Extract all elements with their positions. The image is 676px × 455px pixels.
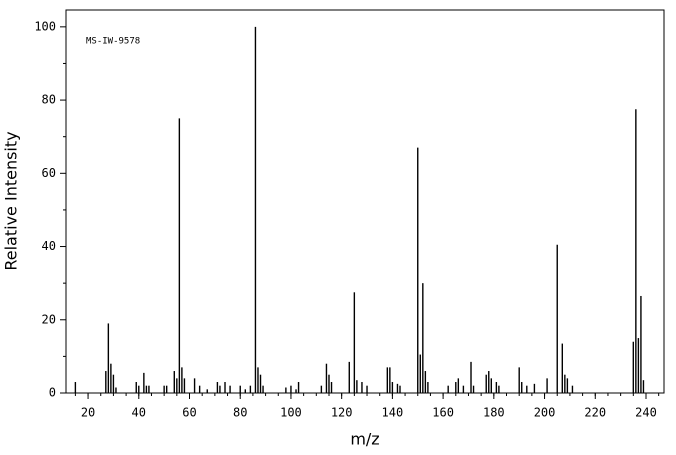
x-tick-label: 100 xyxy=(280,406,302,420)
y-tick-label: 0 xyxy=(49,386,56,400)
x-tick-label: 140 xyxy=(382,406,404,420)
x-tick-label: 20 xyxy=(81,406,95,420)
x-tick-label: 80 xyxy=(233,406,247,420)
x-tick-label: 40 xyxy=(132,406,146,420)
x-tick-label: 120 xyxy=(331,406,353,420)
y-tick-label: 40 xyxy=(42,239,56,253)
annotation: MS-IW-9578 xyxy=(86,37,140,47)
plot-frame xyxy=(65,9,665,394)
x-axis-title: m/z xyxy=(350,430,379,449)
y-tick-label: 100 xyxy=(34,19,56,33)
x-tick-label: 180 xyxy=(483,406,505,420)
x-tick-label: 240 xyxy=(635,406,657,420)
y-tick-label: 20 xyxy=(42,312,56,326)
x-tick-label: 160 xyxy=(432,406,454,420)
y-tick-label: 60 xyxy=(42,166,56,180)
y-tick-label: 80 xyxy=(42,93,56,107)
x-tick-label: 60 xyxy=(182,406,196,420)
x-tick-label: 200 xyxy=(534,406,556,420)
x-tick-label: 220 xyxy=(584,406,606,420)
y-axis-title: Relative Intensity xyxy=(2,131,21,270)
